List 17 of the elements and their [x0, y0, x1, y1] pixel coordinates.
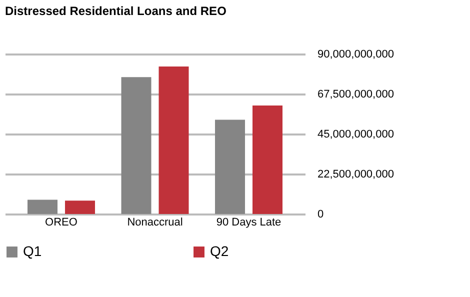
y-tick-label: 67,500,000,000 — [318, 88, 394, 100]
chart-title: Distressed Residential Loans and REO — [5, 4, 226, 18]
bar — [215, 120, 245, 214]
legend-label: Q2 — [210, 243, 229, 259]
y-tick-label: 0 — [318, 208, 324, 220]
bar — [121, 77, 152, 214]
bar — [158, 66, 189, 214]
y-tick-label: 22,500,000,000 — [318, 168, 394, 180]
bar — [65, 200, 95, 214]
x-tick-label: OREO — [45, 216, 78, 228]
x-tick-label: 90 Days Late — [216, 216, 282, 228]
y-tick-label: 90,000,000,000 — [318, 48, 394, 60]
x-tick-label: Nonaccrual — [127, 216, 183, 228]
bar — [28, 200, 58, 214]
bar — [252, 106, 282, 214]
y-tick-label: 45,000,000,000 — [318, 128, 394, 140]
legend-label: Q1 — [23, 243, 42, 259]
